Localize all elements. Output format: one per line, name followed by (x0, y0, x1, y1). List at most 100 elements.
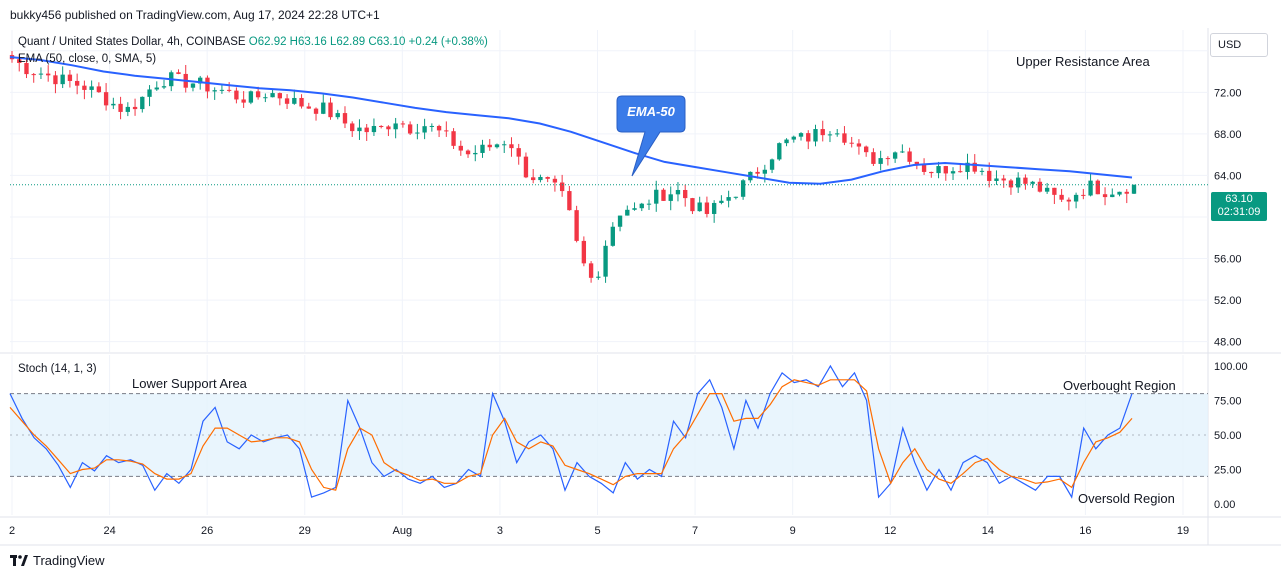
candle-body (480, 144, 485, 153)
candle-body (132, 106, 138, 110)
candle-body (596, 276, 601, 278)
candle-body (704, 202, 710, 214)
candle-body (248, 91, 254, 103)
candle-body (255, 91, 261, 98)
time-tick-label: 5 (594, 525, 600, 537)
candle-body (17, 59, 22, 63)
candle-body (1117, 191, 1122, 195)
candle-body (154, 87, 159, 90)
candle-body (740, 180, 746, 197)
tradingview-footer[interactable]: TradingView (10, 553, 105, 568)
ema-50-path (9, 56, 1133, 185)
candle-body (777, 143, 782, 160)
candle-body (929, 171, 934, 174)
candle-body (574, 210, 579, 241)
candle-body (806, 133, 811, 142)
candle-body (176, 72, 181, 74)
candle-body (451, 131, 456, 146)
candle-body (581, 240, 587, 264)
time-axis: 2 24 26 29 Aug 3 5 7 9 12 14 16 19 (9, 525, 1189, 537)
candle-body (444, 130, 449, 132)
candle-body (125, 106, 130, 112)
candle-body (1030, 181, 1035, 184)
candle-body (219, 89, 225, 91)
candle-body (487, 144, 492, 148)
candle-body (1073, 194, 1079, 202)
candle-body (465, 150, 471, 155)
stoch-tick-label: 100.00 (1214, 361, 1248, 373)
candle-body (1023, 177, 1028, 184)
time-tick-label: 3 (497, 525, 503, 537)
symbol-legend[interactable]: Quant / United States Dollar, 4h, COINBA… (18, 36, 488, 48)
candle-body (791, 136, 796, 140)
candle-body (784, 139, 789, 144)
candle-body (994, 178, 999, 181)
candle-body (226, 89, 232, 91)
candle-body (552, 178, 558, 183)
ohlc-values: O62.92 H63.16 L62.89 C63.10 +0.24 (+0.38… (248, 36, 488, 48)
ema-50-line (9, 56, 1133, 185)
candle-body (82, 85, 87, 90)
tradingview-logo-icon (10, 554, 28, 567)
candle-body (979, 170, 985, 172)
candle-body (502, 144, 507, 146)
price-axis: 76.0072.0068.0064.0060.0056.0052.0048.00… (1214, 46, 1248, 511)
candle-body (429, 125, 435, 127)
candle-body (907, 151, 912, 162)
stoch-tick-label: 50.00 (1214, 430, 1242, 442)
candle-body (96, 86, 102, 93)
overbought-label: Overbought Region (1063, 378, 1176, 393)
candle-body (190, 83, 196, 88)
stoch-tick-label: 75.00 (1214, 396, 1242, 408)
ema-legend[interactable]: EMA (50, close, 0, SMA, 5) (18, 53, 157, 65)
candle-body (494, 144, 500, 148)
candle-body (357, 127, 362, 132)
candle-body (1001, 178, 1006, 181)
time-tick-label: 9 (790, 525, 796, 537)
candle-body (422, 126, 427, 133)
candle-body (458, 145, 463, 151)
candle-body (67, 74, 73, 81)
candle-body (654, 189, 659, 204)
candle-body (603, 245, 608, 277)
candle-body (726, 197, 731, 201)
candle-body (415, 132, 420, 134)
candle-body (921, 164, 927, 172)
ema-callout-label: EMA-50 (627, 104, 675, 119)
stoch-legend[interactable]: Stoch (14, 1, 3) (18, 363, 97, 375)
candle-body (379, 125, 384, 127)
price-tick-label: 56.00 (1214, 254, 1242, 266)
oversold-label: Oversold Region (1078, 491, 1175, 506)
candle-body (567, 191, 572, 211)
candle-body (140, 96, 145, 110)
candle-body (639, 203, 644, 209)
candle-body (1066, 199, 1072, 202)
candle-body (936, 166, 941, 174)
candle-body (60, 74, 65, 85)
tradingview-brand: TradingView (33, 553, 105, 568)
candle-body (74, 80, 80, 86)
symbol-title: Quant / United States Dollar, 4h, COINBA… (18, 36, 246, 48)
currency-selector[interactable]: USD (1210, 33, 1268, 57)
candle-body (292, 97, 297, 104)
stoch-band-fill (10, 393, 1208, 477)
candle-body (1016, 177, 1021, 188)
stoch-lines (9, 364, 1133, 499)
candle-body (950, 171, 956, 174)
candle-body (987, 170, 992, 181)
candle-body (690, 198, 695, 212)
candle-body (531, 177, 536, 181)
candle-body (871, 152, 876, 164)
candle-body (538, 176, 543, 181)
stoch-tick-label: 0.00 (1214, 499, 1235, 511)
candle-body (1088, 180, 1093, 196)
candle-body (958, 171, 963, 173)
candle-body (321, 102, 326, 114)
candle-body (299, 97, 304, 107)
price-tick-label: 72.00 (1214, 87, 1242, 99)
candle-body (270, 93, 275, 98)
candle-body (393, 123, 398, 130)
candle-body (610, 226, 615, 246)
candle-body (1052, 187, 1057, 195)
